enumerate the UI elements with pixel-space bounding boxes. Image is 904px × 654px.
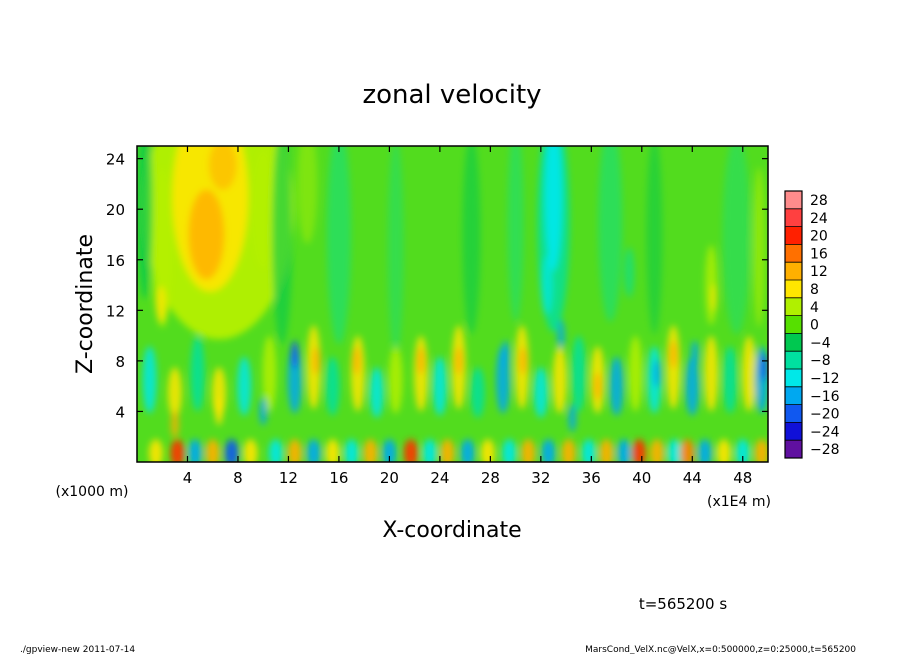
y-tick-label: 4: [115, 403, 125, 421]
plot-area: [136, 145, 769, 463]
colorbar-label: −20: [810, 407, 840, 423]
y-tick-label: 16: [106, 252, 125, 270]
colorbar-label: 12: [810, 264, 828, 280]
y-tick-label: 8: [115, 353, 125, 371]
colorbar-label: 16: [810, 246, 828, 262]
colorbar-frame: [784, 190, 803, 459]
x-tick-label: 28: [481, 469, 500, 487]
colorbar-label: 24: [810, 211, 828, 227]
x-tick-label: 48: [733, 469, 752, 487]
colorbar-label: 4: [810, 300, 819, 316]
colorbar-swatch: [785, 369, 802, 387]
colorbar-label: −8: [810, 353, 831, 369]
x-tick-label: 24: [430, 469, 449, 487]
y-tick-label: 24: [106, 151, 125, 169]
colorbar-label: 0: [810, 318, 819, 334]
x-tick-label: 8: [233, 469, 243, 487]
x-tick-label: 44: [683, 469, 702, 487]
x-tick-label: 20: [380, 469, 399, 487]
y-axis-ticks: 4 8 12 16 20 24: [106, 151, 768, 421]
colorbar-label: −12: [810, 371, 840, 387]
colorbar-label: −24: [810, 424, 840, 440]
colorbar-swatch: [785, 404, 802, 423]
y-axis-label: Z-coordinate: [73, 234, 98, 374]
colorbar-swatch: [785, 226, 802, 245]
colorbar-label: 8: [810, 282, 819, 298]
colorbar-swatch: [785, 333, 802, 352]
x-tick-label: 4: [183, 469, 193, 487]
x-tick-label: 36: [582, 469, 601, 487]
time-label: t=565200 s: [639, 595, 727, 613]
colorbar-swatch: [785, 386, 802, 405]
colorbar-swatch: [785, 208, 802, 227]
colorbar-swatch: [785, 191, 802, 209]
x-tick-label: 32: [531, 469, 550, 487]
colorbar-label: 20: [810, 229, 828, 245]
colorbar-swatch: [785, 244, 802, 263]
footer-right: MarsCond_VelX.nc@VelX,x=0:500000,z=0:250…: [585, 645, 856, 654]
x-tick-label: 16: [329, 469, 348, 487]
x-unit-label: (x1E4 m): [707, 494, 771, 510]
colorbar-label: 28: [810, 193, 828, 209]
colorbar-swatch: [785, 297, 802, 316]
x-tick-label: 40: [632, 469, 651, 487]
y-tick-label: 20: [106, 201, 125, 219]
x-axis-ticks: 4 8 12 16 20 24 28 32 36 40 44 48: [183, 146, 752, 487]
colorbar-swatch: [785, 280, 802, 298]
colorbar-swatch: [785, 315, 802, 334]
colorbar-swatch: [785, 422, 802, 441]
chart-title: zonal velocity: [362, 80, 541, 110]
colorbar-label: −16: [810, 389, 840, 405]
colorbar-swatch: [785, 440, 802, 458]
footer-left: ./gpview-new 2011-07-14: [20, 645, 135, 654]
colorbar-label: −28: [810, 442, 840, 458]
velocity-field: [137, 146, 768, 462]
plot-frame: [136, 145, 769, 463]
colorbar-swatch: [785, 351, 802, 369]
x-tick-label: 12: [279, 469, 298, 487]
y-unit-label: (x1000 m): [56, 484, 129, 500]
y-tick-label: 12: [106, 302, 125, 320]
x-axis-label: X-coordinate: [382, 518, 521, 543]
colorbar-swatch: [785, 262, 802, 280]
colorbar-label: −4: [810, 335, 831, 351]
